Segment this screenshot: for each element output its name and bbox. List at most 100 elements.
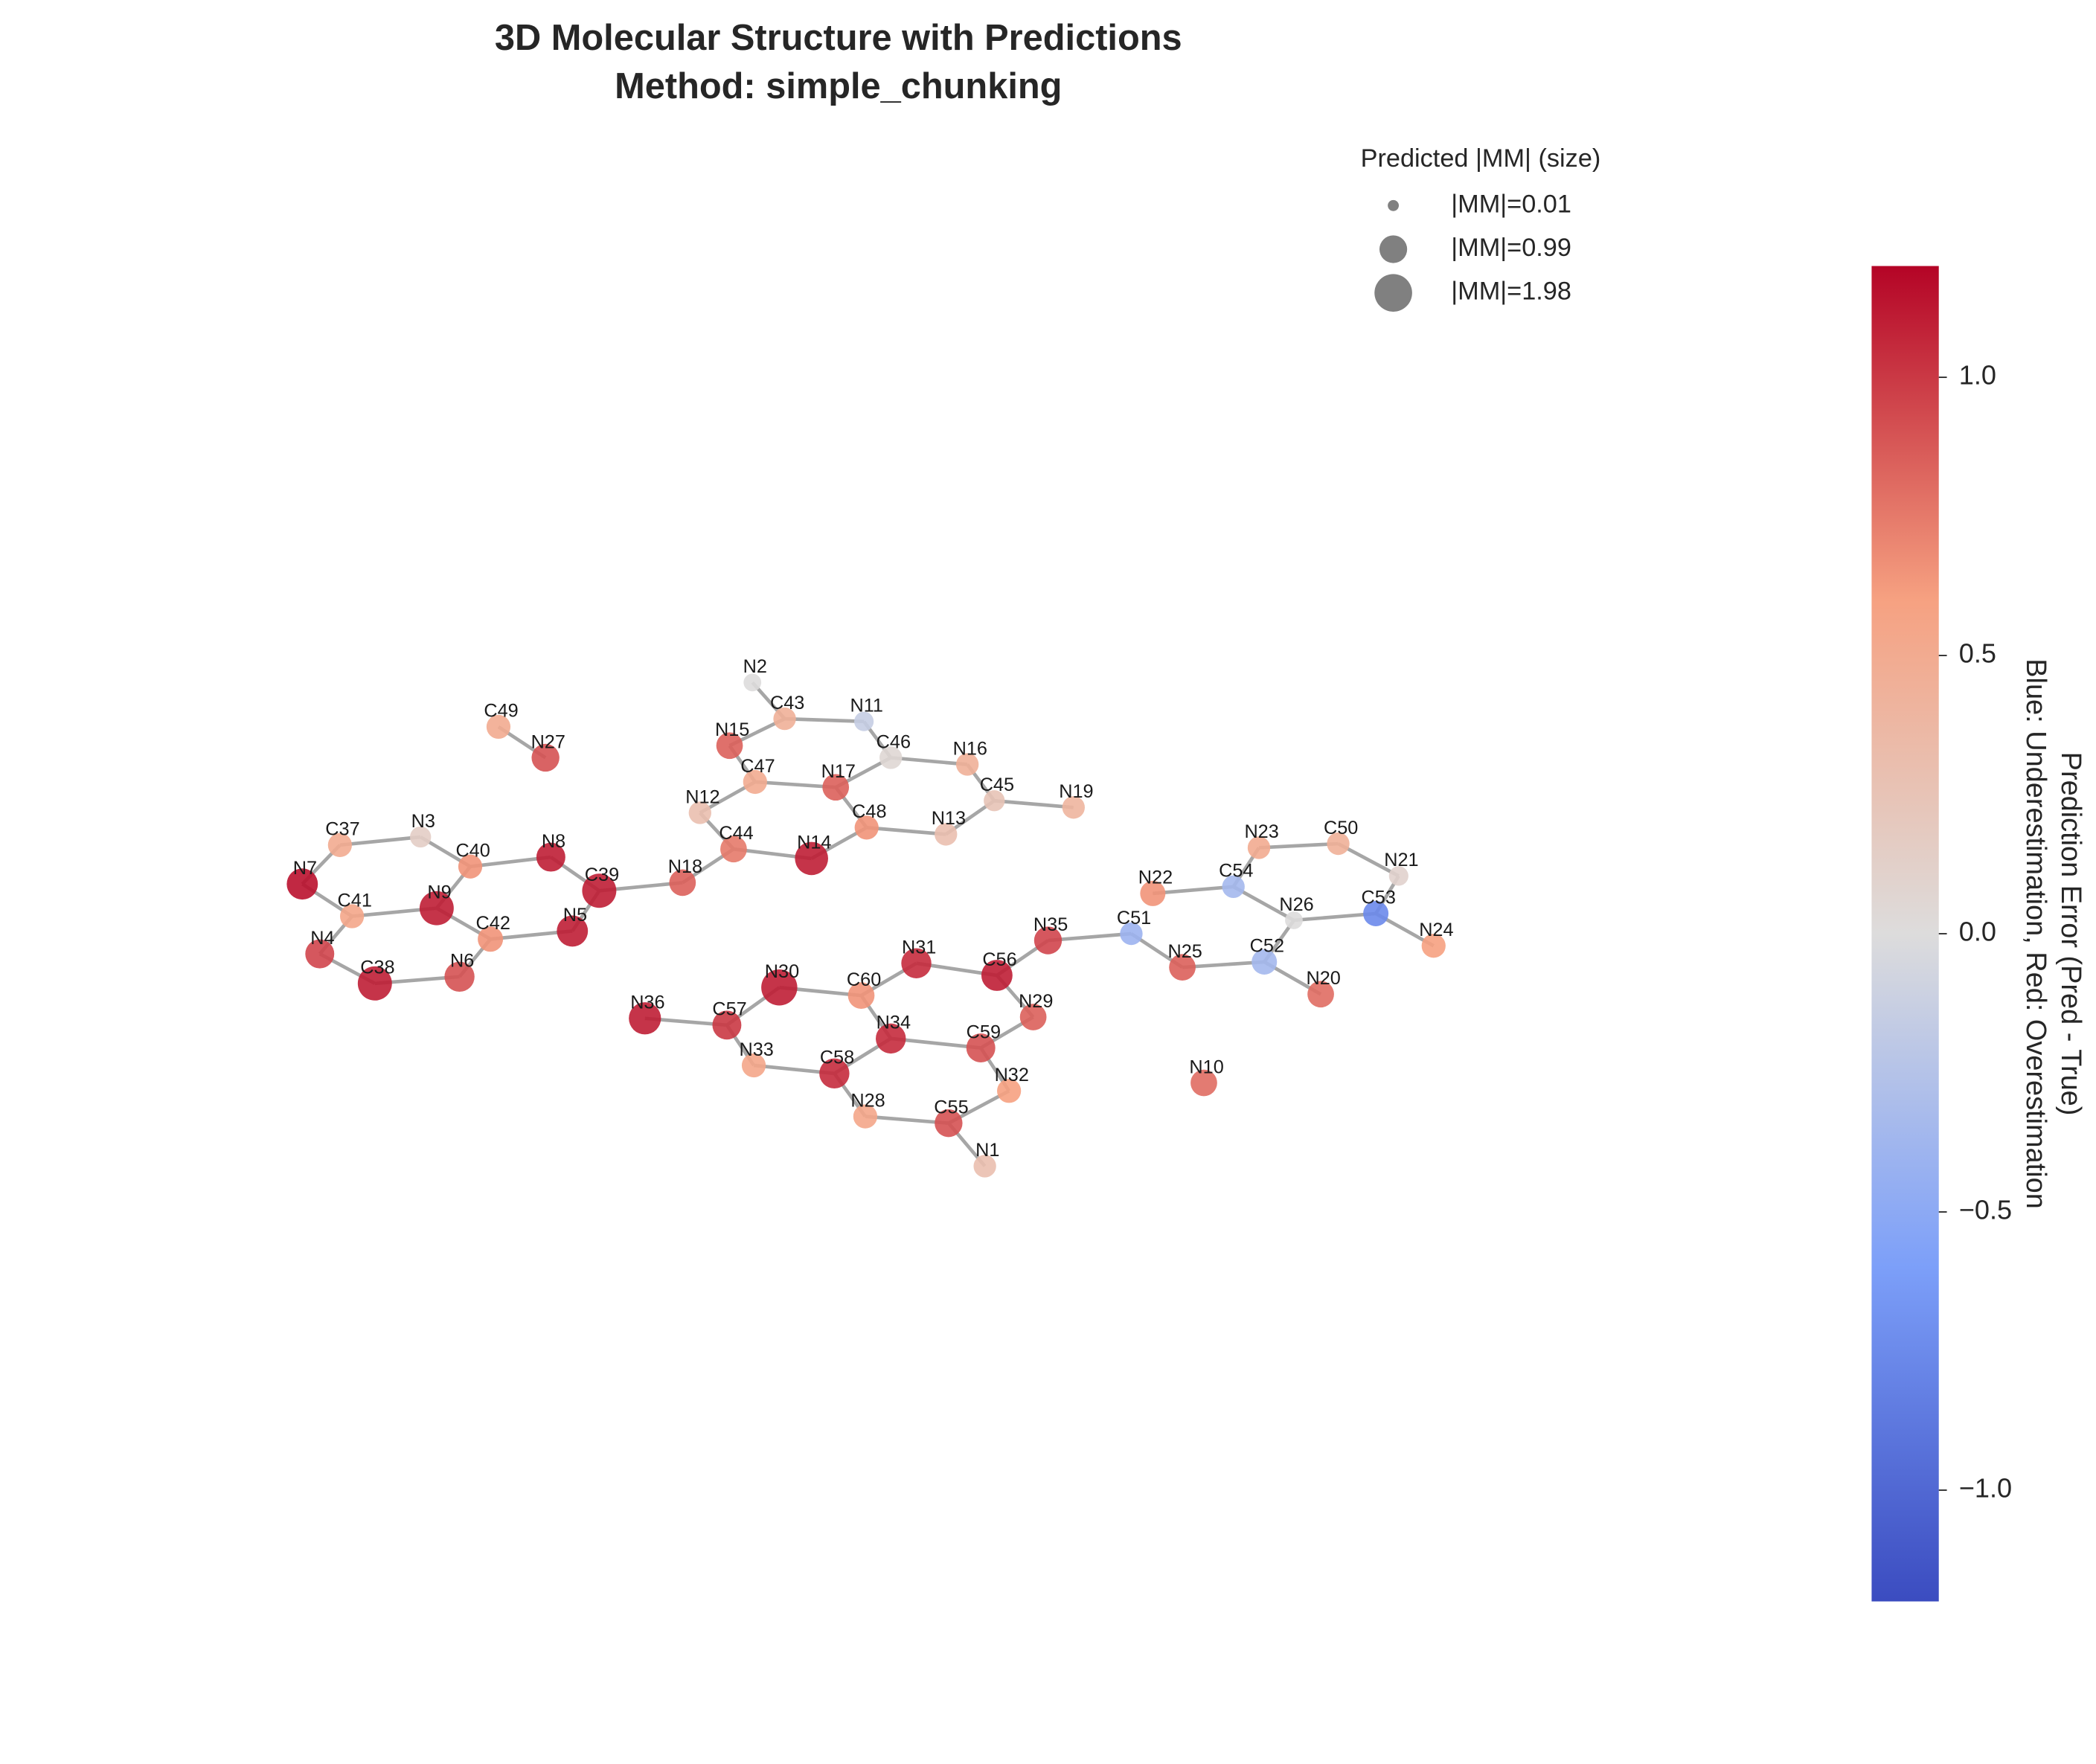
atom — [1327, 832, 1350, 856]
atom-label: N33 — [739, 1039, 773, 1060]
atom — [536, 842, 565, 872]
legend-title: Predicted |MM| (size) — [1361, 144, 1601, 173]
atom-label: N21 — [1384, 850, 1418, 870]
colorbar-label: Blue: Underestimation, Red: Overestimati… — [2020, 658, 2051, 1209]
atom — [876, 1023, 906, 1054]
atom-label: C45 — [980, 774, 1014, 795]
atom-label: N34 — [876, 1013, 911, 1033]
atom-label: N27 — [531, 731, 565, 752]
atom — [1190, 1069, 1217, 1097]
atom-label: C50 — [1324, 818, 1358, 838]
atom-label: C47 — [740, 756, 775, 777]
atom-label: N22 — [1138, 867, 1173, 888]
atom — [854, 815, 879, 840]
legend-label: |MM|=1.98 — [1451, 278, 1571, 306]
atom-label: C58 — [820, 1048, 854, 1068]
atom — [1421, 934, 1446, 958]
atom — [935, 1109, 963, 1138]
atom-label: N30 — [765, 961, 799, 982]
atom — [582, 873, 617, 908]
atom — [327, 833, 352, 857]
atom-label: C49 — [484, 701, 518, 722]
atom-label: C60 — [847, 969, 881, 990]
atom — [1062, 796, 1085, 819]
bond — [865, 1114, 949, 1125]
atom-label: N9 — [427, 882, 451, 903]
atom — [688, 801, 711, 824]
atom — [819, 1058, 850, 1089]
atom-label: N18 — [668, 856, 702, 877]
atom — [1120, 922, 1143, 946]
atom — [935, 823, 958, 846]
atom — [984, 790, 1005, 812]
atom-label: N15 — [715, 719, 749, 740]
bond — [1258, 841, 1339, 850]
atom — [531, 743, 560, 772]
atom — [973, 1155, 996, 1178]
atom-label: N35 — [1033, 914, 1068, 935]
colorbar-tick-label: 0.0 — [1959, 917, 1996, 947]
atom-label: N3 — [411, 811, 435, 832]
colorbar-tick-label: −1.0 — [1959, 1472, 2012, 1503]
bond — [754, 780, 836, 789]
legend-marker — [1374, 274, 1412, 312]
atom-label: N25 — [1168, 941, 1202, 962]
atom-label: N13 — [932, 808, 966, 829]
bond — [1337, 841, 1400, 878]
atom — [1307, 981, 1334, 1008]
atom-label: N17 — [821, 761, 856, 782]
atom-label: C41 — [338, 890, 372, 911]
atom — [357, 966, 392, 1001]
atom — [966, 1033, 996, 1062]
atom — [720, 836, 747, 863]
atom — [1251, 949, 1278, 975]
atom-label: N24 — [1419, 920, 1453, 940]
colorbar-tick-label: −0.5 — [1959, 1194, 2012, 1225]
atom-label: N36 — [630, 992, 664, 1013]
legend: Predicted |MM| (size) |MM|=0.01 |MM|=0.99… — [1361, 144, 1601, 312]
atom-label: N31 — [902, 937, 936, 958]
atom — [419, 891, 454, 926]
atom — [1285, 911, 1303, 929]
atom — [716, 732, 743, 760]
atom-label: N12 — [685, 786, 720, 807]
legend-marker — [1379, 235, 1408, 263]
atom — [853, 1104, 878, 1129]
atom — [854, 711, 874, 731]
atom-label: N6 — [450, 951, 474, 972]
atom-label: C43 — [770, 693, 804, 713]
bond — [891, 756, 968, 766]
atom-label: N19 — [1059, 781, 1093, 802]
atom-label: C37 — [325, 819, 359, 840]
colorbar-tick-label: 0.5 — [1959, 638, 1996, 669]
atom-label: C38 — [360, 958, 394, 978]
atom — [712, 1010, 742, 1040]
chart-subtitle: Method: simple_chunking — [615, 66, 1062, 106]
atom-label: N5 — [563, 905, 587, 926]
atom — [743, 769, 767, 795]
atom — [1363, 900, 1389, 926]
atom — [795, 841, 828, 876]
atom-label: C42 — [476, 913, 510, 934]
atom-label: C40 — [455, 841, 490, 862]
atom — [1388, 866, 1408, 886]
atom-label: N32 — [995, 1065, 1029, 1085]
atom-label: C51 — [1117, 908, 1151, 928]
atom — [1169, 954, 1196, 981]
legend-marker — [1388, 199, 1400, 211]
atom-label: N26 — [1279, 894, 1313, 915]
atom — [1033, 926, 1063, 955]
bond — [866, 826, 946, 836]
atom — [478, 926, 504, 952]
atom — [761, 969, 798, 1006]
atom-label: C46 — [876, 731, 911, 752]
atom-label: C54 — [1219, 861, 1253, 882]
atom-label: N10 — [1189, 1056, 1223, 1077]
atom-label: C55 — [934, 1097, 968, 1117]
bond — [1293, 911, 1376, 923]
atom-label: N23 — [1244, 821, 1278, 842]
atom-label: N7 — [293, 858, 317, 879]
atom — [410, 826, 432, 848]
